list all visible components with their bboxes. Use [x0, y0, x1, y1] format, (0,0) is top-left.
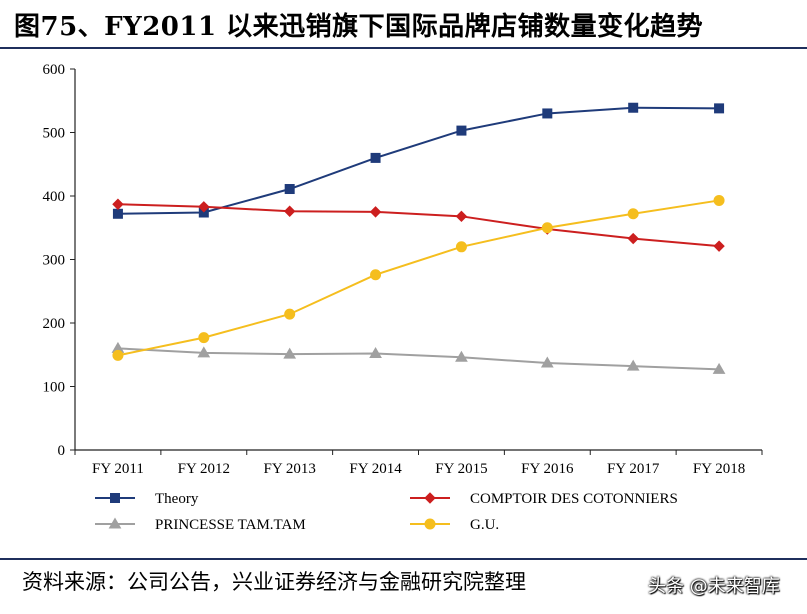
data-point: [369, 206, 382, 218]
data-point: [456, 125, 467, 136]
x-tick-label: FY 2017: [607, 461, 660, 477]
series-1: [112, 198, 725, 252]
x-tick-label: FY 2011: [92, 461, 144, 477]
data-point: [455, 241, 467, 253]
chart-title: 图75、FY2011 以来迅销旗下国际品牌店铺数量变化趋势: [14, 12, 704, 42]
series-line: [117, 347, 720, 371]
source-rule: [0, 558, 807, 560]
y-tick-label: 0: [58, 443, 66, 459]
data-point: [712, 362, 726, 374]
chart-series: [111, 102, 726, 374]
chart-legend: Theory COMPTOIR DES COTONNIERS PRINCESSE T…: [95, 491, 678, 533]
data-point: [283, 347, 297, 359]
watermark: 头条 @未来智库: [648, 576, 780, 597]
series-line: [117, 203, 720, 248]
x-tick-label: FY 2012: [178, 461, 230, 477]
data-point: [714, 103, 725, 114]
data-point: [540, 356, 554, 368]
data-point: [284, 184, 295, 195]
data-point: [369, 346, 382, 358]
data-point: [455, 210, 468, 223]
y-tick-label: 600: [43, 62, 66, 78]
legend-label: COMPTOIR DES COTONNIERS: [470, 491, 678, 507]
data-point: [284, 308, 296, 320]
series-0: [112, 102, 725, 219]
source-note: 资料来源：公司公告，兴业证券经济与金融研究院整理: [22, 570, 526, 594]
data-point: [541, 222, 553, 234]
data-point: [455, 350, 468, 362]
y-tick-label: 500: [43, 126, 66, 142]
series-3: [112, 194, 725, 361]
title-rule: [0, 47, 807, 49]
series-2: [111, 341, 726, 374]
data-point: [112, 208, 123, 219]
legend-item: COMPTOIR DES COTONNIERS: [410, 491, 678, 507]
data-point: [112, 198, 124, 210]
data-point: [627, 232, 639, 245]
data-point: [198, 201, 210, 213]
data-point: [542, 108, 553, 119]
series-line: [117, 199, 720, 357]
x-tick-label: FY 2015: [435, 461, 487, 477]
line-chart: 0 100 200 300 400 500 600 FY 2011 FY 2012 FY 2013…: [43, 62, 763, 533]
data-point: [198, 332, 210, 344]
y-tick-label: 100: [43, 380, 66, 396]
data-point: [283, 205, 296, 217]
legend-item: G.U.: [410, 517, 499, 533]
data-point: [627, 208, 639, 220]
legend-label: G.U.: [470, 517, 499, 533]
data-point: [713, 194, 725, 206]
x-tick-label: FY 2016: [521, 461, 574, 477]
data-point: [370, 152, 381, 163]
series-line: [117, 106, 720, 215]
data-point: [112, 349, 124, 361]
legend-label: PRINCESSE TAM.TAM: [155, 517, 306, 533]
data-point: [713, 240, 725, 252]
x-tick-label: FY 2018: [693, 461, 745, 477]
y-tick-label: 400: [43, 189, 66, 205]
legend-marker: [424, 492, 436, 504]
chart-axes: 0 100 200 300 400 500 600 FY 2011 FY 2012 FY 2013…: [43, 62, 763, 477]
x-tick-label: FY 2014: [349, 461, 402, 477]
y-tick-label: 200: [43, 316, 66, 332]
legend-item: Theory: [95, 491, 199, 507]
data-point: [626, 359, 640, 371]
legend-marker: [108, 517, 122, 529]
data-point: [197, 346, 211, 358]
data-point: [370, 269, 382, 281]
x-tick-label: FY 2013: [264, 461, 316, 477]
data-point: [628, 102, 639, 113]
legend-item: PRINCESSE TAM.TAM: [95, 517, 306, 533]
legend-label: Theory: [155, 491, 199, 507]
y-tick-label: 300: [43, 253, 66, 269]
legend-marker: [424, 518, 436, 530]
legend-marker: [110, 493, 120, 503]
